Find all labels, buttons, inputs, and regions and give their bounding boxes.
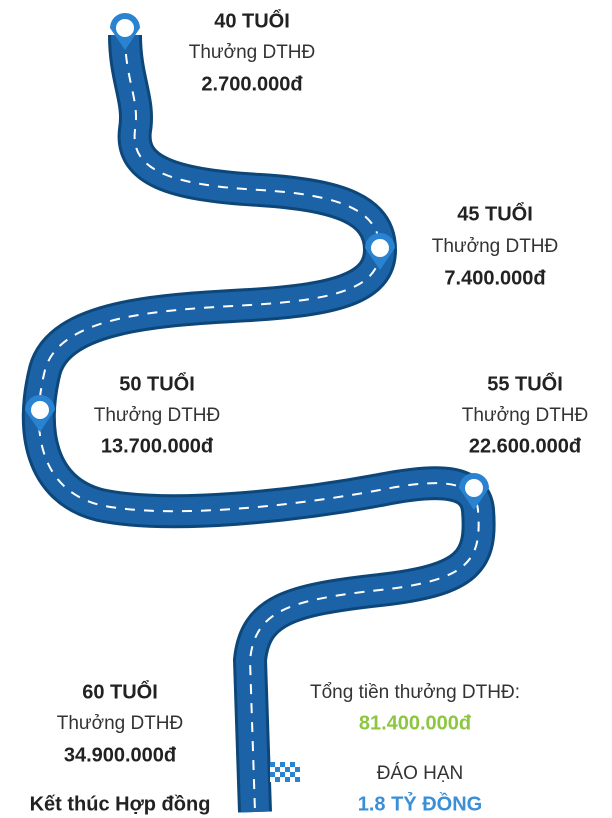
maturity-amount: 1.8 TỶ ĐỒNG [358,791,482,815]
finish-flag [270,762,300,782]
amount: 7.400.000đ [444,267,546,289]
road [21,34,496,813]
age: 45 TUỔI [457,201,533,225]
amount: 34.900.000đ [64,744,177,766]
label: Thưởng DTHĐ [189,42,316,63]
pin [459,473,489,510]
age: 60 TUỔI [82,679,158,703]
amount: 2.700.000đ [201,73,303,95]
pins [25,13,489,510]
age: 55 TUỔI [487,371,563,395]
total-amount: 81.400.000đ [359,712,472,734]
maturity-label: ĐÁO HẠN [377,763,464,784]
label: Thưởng DTHĐ [462,405,589,426]
total-label: Tổng tiền thưởng DTHĐ: [310,682,520,703]
label: Thưởng DTHĐ [57,713,184,734]
age: 40 TUỔI [214,8,290,32]
amount: 13.700.000đ [101,435,214,457]
pin [110,13,140,50]
end-text: Kết thúc Hợp đồng [30,793,211,815]
amount: 22.600.000đ [469,435,582,457]
label: Thưởng DTHĐ [432,236,559,257]
pin [25,395,55,432]
pin [365,233,395,270]
label: Thưởng DTHĐ [94,405,221,426]
age: 50 TUỔI [119,371,195,395]
